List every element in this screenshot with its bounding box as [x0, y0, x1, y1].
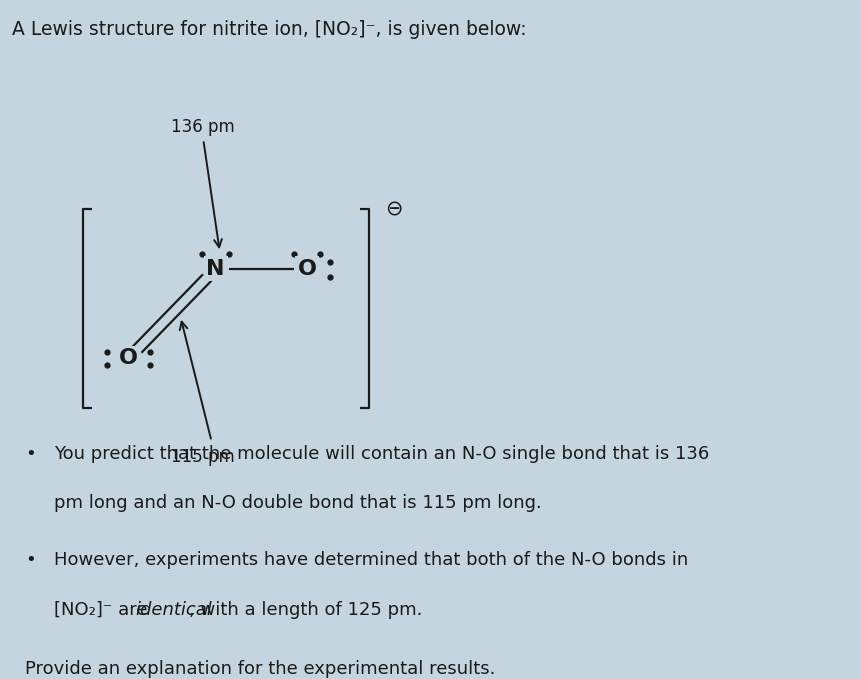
Text: N: N	[207, 259, 225, 279]
Text: •: •	[25, 445, 35, 462]
Text: pm long and an N-O double bond that is 115 pm long.: pm long and an N-O double bond that is 1…	[54, 494, 542, 513]
Text: 115 pm: 115 pm	[171, 448, 235, 466]
Text: identical: identical	[135, 600, 212, 619]
Text: O: O	[119, 348, 138, 368]
Text: Provide an explanation for the experimental results.: Provide an explanation for the experimen…	[25, 660, 495, 678]
Text: 136 pm: 136 pm	[171, 118, 235, 136]
Text: However, experiments have determined that both of the N-O bonds in: However, experiments have determined tha…	[54, 551, 688, 569]
Text: ⊖: ⊖	[386, 199, 403, 219]
Text: •: •	[25, 551, 35, 569]
Text: You predict that the molecule will contain an N-O single bond that is 136: You predict that the molecule will conta…	[54, 445, 709, 462]
Text: , with a length of 125 pm.: , with a length of 125 pm.	[189, 600, 423, 619]
Text: A Lewis structure for nitrite ion, [NO₂]⁻, is given below:: A Lewis structure for nitrite ion, [NO₂]…	[12, 20, 527, 39]
Text: O: O	[297, 259, 317, 279]
Text: [NO₂]⁻ are: [NO₂]⁻ are	[54, 600, 153, 619]
